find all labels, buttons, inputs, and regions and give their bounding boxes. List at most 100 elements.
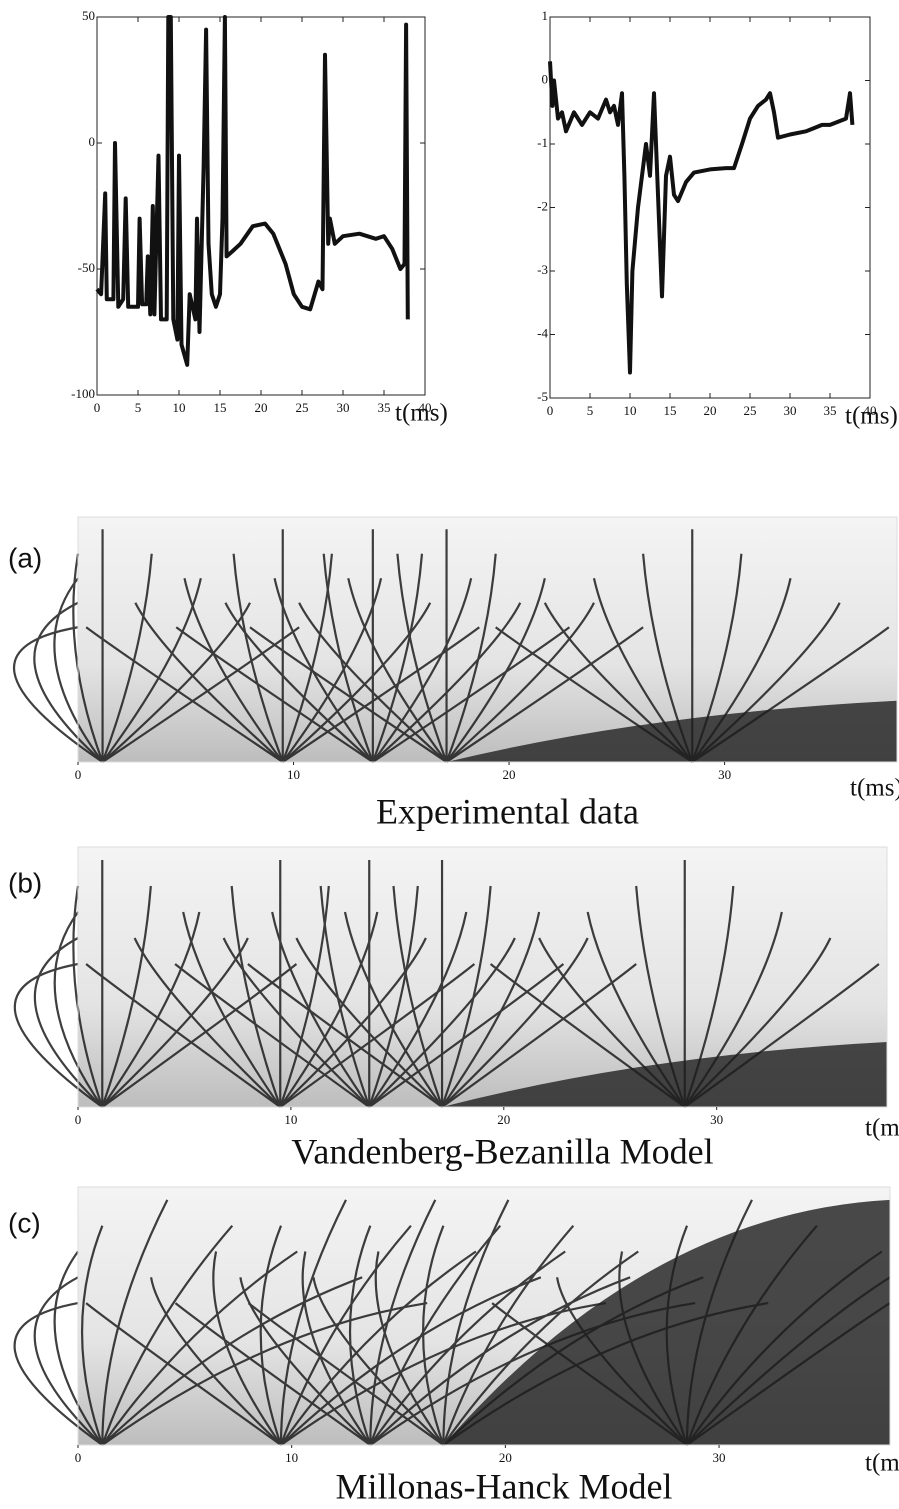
caption: Experimental data [376,791,639,831]
panel-label: (b) [8,867,42,898]
x-tick-label: 0 [547,403,554,418]
ridge [175,626,374,763]
x-tick-label: 30 [713,1450,726,1465]
ridge [279,937,427,1108]
x-tick-label: 15 [664,403,677,418]
ridge [282,602,432,763]
ridge [322,553,374,763]
ridge [491,1302,688,1446]
x-tick-label: 10 [287,767,300,782]
x-tick-label: 35 [824,403,837,418]
x-tick-label: 0 [75,767,82,782]
ridge [101,885,152,1108]
ridge [489,963,686,1108]
x-tick-label: 20 [499,1450,512,1465]
y-tick-label: 0 [542,71,549,86]
ridge [691,553,743,763]
ridge [691,626,890,763]
ridge [101,1302,428,1446]
ridge [72,553,104,763]
ridge [174,963,370,1108]
ridge [13,1302,103,1446]
ridge [374,1251,445,1446]
y-tick-label: -3 [537,262,548,277]
y-tick-label: 50 [82,8,95,23]
ridge [281,578,383,763]
data-line [95,15,410,367]
ridge [101,553,153,763]
ridge [445,602,595,763]
x-tick-label: 5 [135,400,142,415]
ridge [442,1199,510,1446]
caption: Vandenberg-Bezanilla Model [291,1131,713,1171]
ridge [445,553,497,763]
ridge [442,1250,639,1446]
ridge [441,963,637,1108]
x-tick-label: 0 [94,400,101,415]
ridge [372,626,571,763]
caption: Millonas-Hanck Model [336,1466,673,1506]
ridge [538,937,686,1108]
ridge [232,553,284,763]
ridge [665,1225,689,1446]
ridge [441,911,541,1108]
ridge [368,911,468,1108]
ridge [80,1225,104,1446]
x-tick-label: 30 [718,767,731,782]
ridge [691,602,841,763]
ridge [442,1224,575,1446]
ridge [312,1277,445,1446]
data-line [548,61,855,375]
x-tick-label: 30 [710,1112,723,1127]
ridge [396,553,448,763]
x-axis-label: t(ms) [865,1115,899,1142]
image-frame [77,846,888,1108]
ridge [369,1199,437,1446]
ridges [13,860,880,1108]
ridge [230,885,282,1108]
ridge [347,578,448,763]
ridge [298,602,448,763]
x-axis-label: t(ms) [395,400,448,427]
ridge [279,885,330,1108]
ridge [282,626,480,763]
ridge [101,1276,363,1446]
ridge [101,911,201,1108]
ridge [543,602,693,763]
y-tick-label: 0 [89,134,96,149]
ridge [368,963,565,1108]
ridge [53,1250,104,1446]
panel-label: (a) [8,542,42,573]
ridge [101,626,300,763]
x-tick-label: 30 [784,403,797,418]
ridge [635,885,686,1108]
ridge [683,885,735,1108]
ridge [134,602,284,763]
ridge [273,578,374,763]
panel-label: (c) [8,1207,41,1238]
x-tick-label: 20 [704,403,717,418]
ridge [495,626,693,763]
y-tick-label: -4 [537,325,548,340]
ridge [182,911,282,1108]
ridge [686,1276,891,1446]
ridge [174,1302,371,1446]
ridge [685,1199,753,1446]
ridge [101,1199,169,1446]
x-tick-label: 40 [864,403,877,418]
ridge [683,911,783,1108]
ridge [279,1224,412,1446]
dark-region [442,1042,887,1107]
ridge [301,1251,372,1446]
x-tick-label: 10 [284,1112,297,1127]
ridge [348,1225,372,1446]
ridge [239,1277,372,1446]
x-tick-label: 35 [378,400,391,415]
ridge [642,553,694,763]
y-tick-label: -2 [537,198,548,213]
x-tick-label: 10 [624,403,637,418]
x-axis-label: t(ms) [850,775,899,802]
ridge [422,1225,445,1446]
plot-frame [96,16,426,396]
